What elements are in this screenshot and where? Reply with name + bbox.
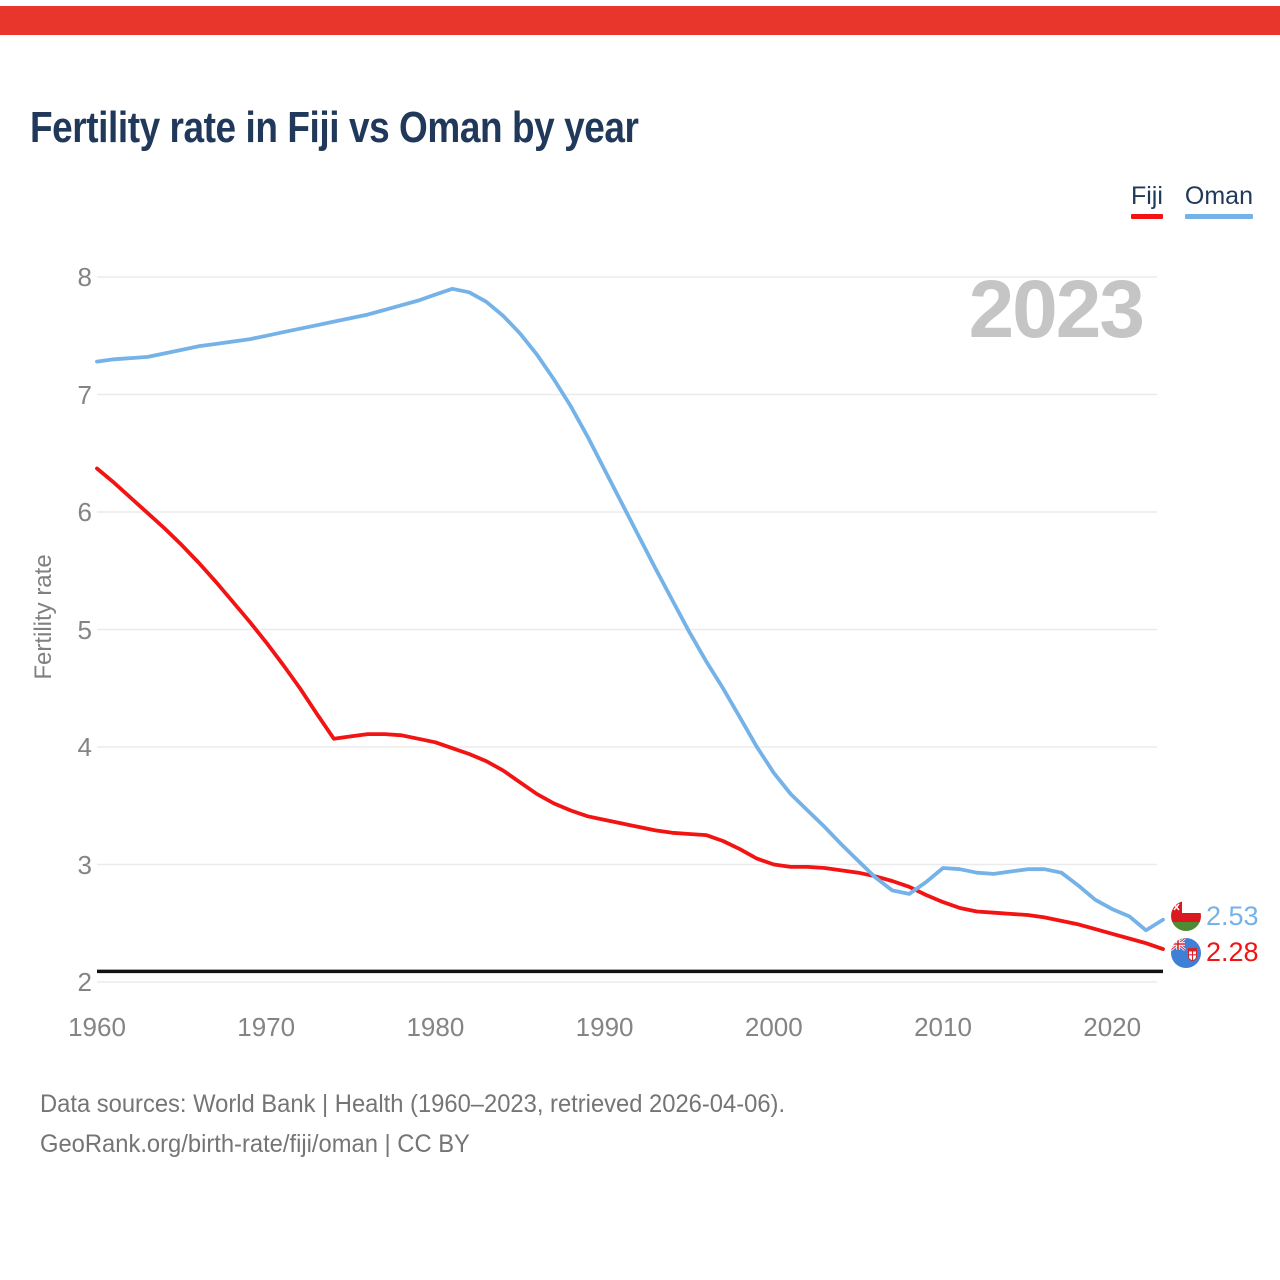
footer-sources-line: Data sources: World Bank | Health (1960–… xyxy=(40,1090,786,1118)
top-red-bar xyxy=(0,6,1280,35)
watermark-year: 2023 xyxy=(968,264,1145,355)
legend-label-oman: Oman xyxy=(1184,182,1253,210)
legend-label-fiji: Fiji xyxy=(1130,182,1163,210)
footer-attribution-line: GeoRank.org/birth-rate/fiji/oman | CC BY xyxy=(40,1130,470,1158)
oman-line xyxy=(95,286,1165,933)
footer: Data sources: World Bank | Health (1960–… xyxy=(40,1084,824,1164)
oman-end-value: 2.53 xyxy=(1206,901,1259,931)
x-tick-label-1990: 1990 xyxy=(575,1012,634,1042)
y-tick-label-7: 7 xyxy=(77,379,92,410)
fiji-line xyxy=(95,466,1165,951)
x-tick-label-1960: 1960 xyxy=(68,1012,126,1042)
y-tick-label-2: 2 xyxy=(77,967,92,997)
page-title: Fertility rate in Fiji vs Oman by year xyxy=(30,103,639,152)
x-tick-label-2020: 2020 xyxy=(1083,1012,1142,1042)
x-tick-label-2000: 2000 xyxy=(744,1012,803,1042)
x-tick-label-2010: 2010 xyxy=(914,1012,972,1042)
fiji-end-value: 2.28 xyxy=(1206,937,1259,967)
fiji-flag-icon xyxy=(1171,938,1201,968)
y-tick-label-8: 8 xyxy=(77,262,92,292)
y-tick-label-6: 6 xyxy=(77,497,92,527)
fiji-legend-underline xyxy=(1130,214,1163,219)
y-tick-label-5: 5 xyxy=(77,614,92,645)
x-tick-label-1980: 1980 xyxy=(406,1012,465,1042)
legend-item-oman[interactable]: Oman xyxy=(1184,182,1253,219)
y-tick-label-4: 4 xyxy=(77,732,92,762)
x-tick-label-1970: 1970 xyxy=(237,1012,296,1042)
oman-legend-underline xyxy=(1184,214,1253,219)
y-tick-label-3: 3 xyxy=(77,849,92,880)
oman-flag-icon xyxy=(1171,901,1201,931)
legend: Fiji Oman xyxy=(1130,182,1253,219)
legend-item-fiji[interactable]: Fiji xyxy=(1130,182,1163,219)
